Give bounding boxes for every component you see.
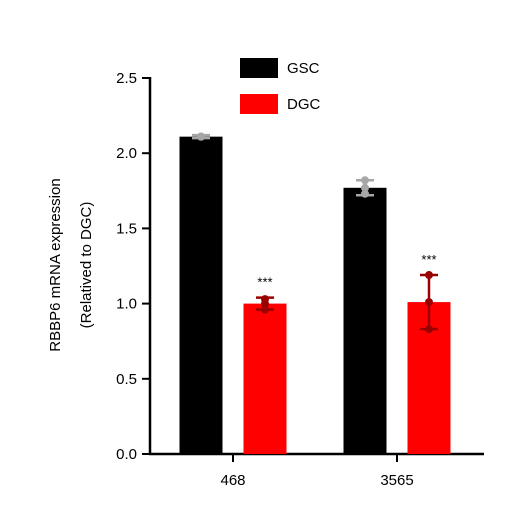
legend-swatch-gsc bbox=[240, 58, 278, 78]
bar-dgc bbox=[243, 303, 287, 454]
data-point bbox=[197, 132, 205, 141]
y-axis-title-line2: (Relatived to DGC) bbox=[78, 202, 95, 329]
y-ticks: 0.0 0.5 1.0 1.5 2.0 2.5 bbox=[116, 70, 150, 463]
y-tick-label: 2.5 bbox=[116, 70, 137, 87]
bar-gsc bbox=[343, 187, 387, 455]
significance-label: *** bbox=[421, 252, 436, 267]
legend-swatch-dgc bbox=[240, 94, 278, 114]
bars bbox=[179, 136, 451, 455]
y-tick-label: 1.5 bbox=[116, 220, 137, 237]
data-point bbox=[361, 189, 369, 198]
y-tick-label: 0.5 bbox=[116, 371, 137, 388]
bar-gsc bbox=[179, 136, 223, 454]
data-point bbox=[425, 298, 433, 307]
data-point bbox=[425, 271, 433, 280]
legend-label: GSC bbox=[287, 60, 320, 77]
x-tick-label: 3565 bbox=[380, 472, 413, 489]
y-tick-label: 1.0 bbox=[116, 296, 137, 313]
y-tick-label: 2.0 bbox=[116, 145, 137, 162]
legend: GSC DGC bbox=[240, 58, 321, 114]
data-point bbox=[361, 176, 369, 185]
significance-label: *** bbox=[257, 275, 272, 290]
x-ticks: 468 3565 bbox=[220, 454, 414, 489]
data-point bbox=[261, 295, 269, 304]
data-point bbox=[361, 183, 369, 192]
y-axis-title: RBBP6 mRNA expression (Relatived to DGC) bbox=[47, 178, 95, 351]
error-bars: *** *** bbox=[192, 132, 438, 334]
legend-label: DGC bbox=[287, 96, 321, 113]
x-tick-label: 468 bbox=[220, 472, 245, 489]
y-axis-title-line1: RBBP6 mRNA expression bbox=[47, 178, 64, 351]
data-point bbox=[261, 305, 269, 314]
data-point bbox=[425, 325, 433, 334]
y-tick-label: 0.0 bbox=[116, 446, 137, 463]
